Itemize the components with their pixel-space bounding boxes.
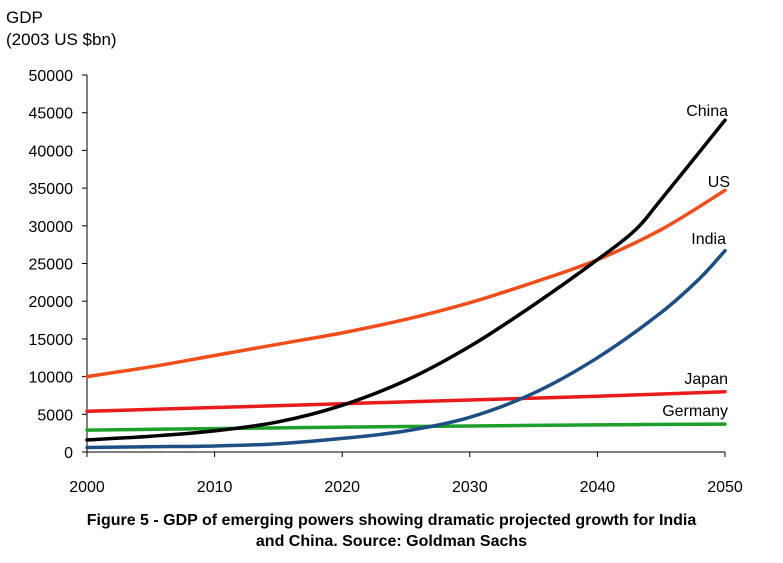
x-tick-label: 2050	[707, 479, 743, 496]
series-label-us: US	[708, 174, 730, 191]
series-line-germany	[85, 422, 727, 432]
x-tick-label: 2010	[197, 479, 233, 496]
series-label-india: India	[691, 231, 726, 248]
y-tick-label: 35000	[29, 181, 74, 198]
x-tick-label: 2040	[580, 479, 616, 496]
y-tick-label: 15000	[29, 332, 74, 349]
y-tick-label: 45000	[29, 106, 74, 123]
y-tick-label: 30000	[29, 219, 74, 236]
y-tick-label: 5000	[37, 407, 73, 424]
y-axis-unit: (2003 US $bn)	[6, 30, 117, 49]
y-tick-label: 25000	[29, 257, 74, 274]
series-label-japan: Japan	[684, 371, 728, 388]
series-line-china	[85, 118, 727, 442]
series-line-us	[85, 188, 727, 379]
series-label-china: China	[686, 103, 728, 120]
series-labels-group: China US India Japan Germany	[662, 103, 730, 420]
y-tick-label: 20000	[29, 294, 74, 311]
figure-caption: Figure 5 - GDP of emerging powers showin…	[0, 510, 783, 552]
series-label-germany: Germany	[662, 403, 728, 420]
x-tick-label: 2020	[324, 479, 360, 496]
x-tick-label: 2000	[69, 479, 105, 496]
caption-line-2: and China. Source: Goldman Sachs	[255, 533, 528, 550]
series-line-india	[85, 248, 727, 450]
x-tick-label: 2030	[452, 479, 488, 496]
series-lines-group	[85, 118, 727, 450]
series-line-japan	[85, 389, 727, 414]
axes-group: 0 5000 10000 15000 20000 25000 30000 35000 40000…	[29, 68, 743, 496]
caption-line-1: Figure 5 - GDP of emerging powers showin…	[86, 512, 697, 529]
y-tick-label: 0	[64, 445, 73, 462]
gdp-line-chart: 0 5000 10000 15000 20000 25000 30000 35000 40000…	[29, 68, 743, 496]
y-tick-label: 50000	[29, 68, 74, 85]
y-tick-label: 10000	[29, 370, 74, 387]
y-axis-title: GDP	[6, 8, 43, 27]
y-tick-label: 40000	[29, 143, 74, 160]
